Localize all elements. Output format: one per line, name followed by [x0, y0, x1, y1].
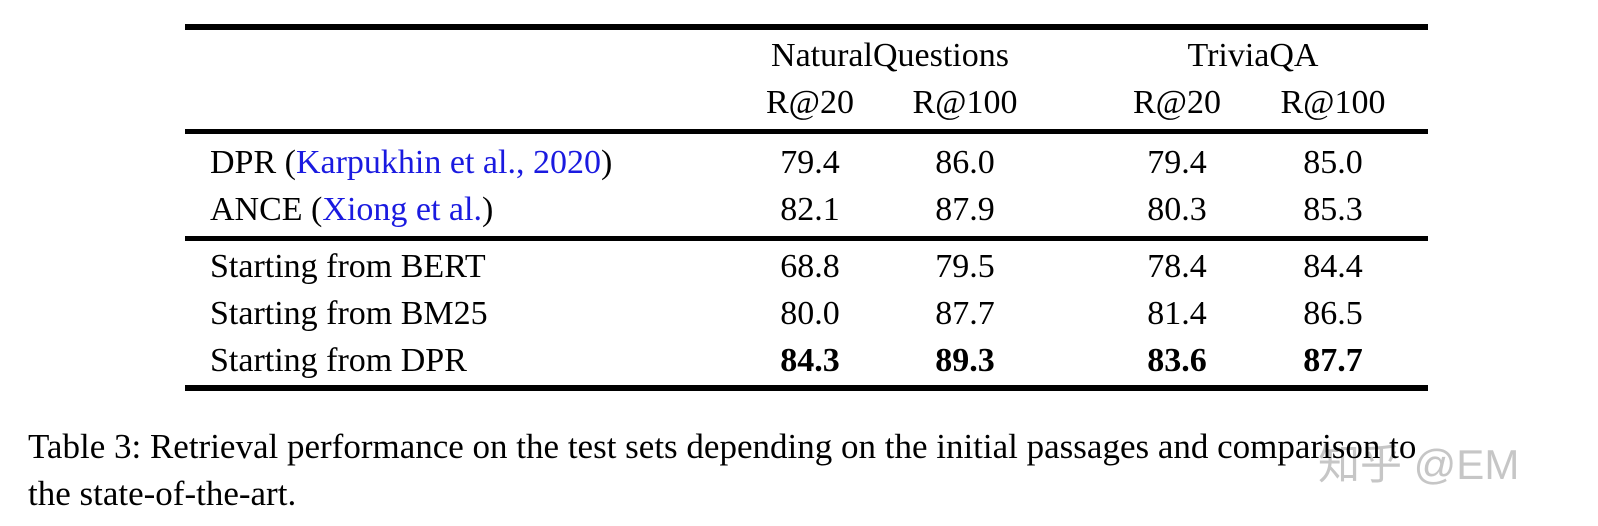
row-label: ANCE (Xiong et al.): [185, 186, 735, 233]
column-group-header-row: NaturalQuestions TriviaQA: [185, 32, 1428, 79]
value-nq-r20: 84.3: [780, 342, 840, 379]
column-gap: [1045, 243, 1097, 290]
caption-line-2: the state-of-the-art.: [28, 474, 297, 513]
zhihu-watermark: 知乎 @EM: [1318, 441, 1520, 488]
col-group-naturalquestions: NaturalQuestions: [771, 37, 1009, 74]
col-header-tqa-r20: R@20: [1133, 84, 1221, 121]
value-nq-r20: 80.0: [780, 295, 840, 332]
value-nq-r20: 82.1: [780, 191, 840, 228]
column-gap: [1045, 186, 1097, 233]
value-nq-r100: 87.9: [935, 191, 995, 228]
row-label-text: Starting from DPR: [210, 342, 467, 379]
value-nq-r20: 79.4: [780, 144, 840, 181]
value-nq-r100: 89.3: [935, 342, 995, 379]
table-top-rule: [185, 24, 1428, 30]
value-nq-r100: 87.7: [935, 295, 995, 332]
row-label: DPR (Karpukhin et al., 2020): [185, 139, 735, 186]
column-gap: [1045, 139, 1097, 186]
value-tqa-r100: 84.4: [1303, 248, 1363, 285]
sub-header-row: R@20 R@100 R@20 R@100: [185, 79, 1428, 126]
column-gap: [1045, 290, 1097, 337]
table-row-starting-bert: Starting from BERT 68.8 79.5 78.4 84.4: [185, 243, 1428, 290]
row-label-text: DPR (: [210, 144, 296, 181]
value-nq-r100: 86.0: [935, 144, 995, 181]
table-section-rule: [185, 236, 1428, 241]
row-label-close: ): [600, 144, 613, 181]
citation-link-xiong[interactable]: Xiong et al.: [322, 191, 482, 228]
row-label: Starting from DPR: [185, 337, 735, 384]
row-label: Starting from BERT: [185, 243, 735, 290]
table-row-ance: ANCE (Xiong et al.) 82.1 87.9 80.3 85.3: [185, 186, 1428, 233]
table-header: NaturalQuestions TriviaQA R@20 R@100 R@2…: [185, 30, 1428, 129]
results-table: NaturalQuestions TriviaQA R@20 R@100 R@2…: [185, 24, 1428, 391]
table-caption: Table 3: Retrieval performance on the te…: [28, 423, 1573, 517]
table-bottom-rule: [185, 385, 1428, 391]
row-label-close: ): [481, 191, 494, 228]
value-tqa-r20: 81.4: [1147, 295, 1207, 332]
value-tqa-r100: 85.3: [1303, 191, 1363, 228]
ours-group: Starting from BERT 68.8 79.5 78.4 84.4 S…: [185, 241, 1428, 385]
value-tqa-r20: 78.4: [1147, 248, 1207, 285]
empty-header-cell: [185, 32, 735, 79]
column-gap: [1045, 79, 1097, 126]
value-nq-r100: 79.5: [935, 248, 995, 285]
table-header-rule: [185, 129, 1428, 134]
table-row-starting-dpr: Starting from DPR 84.3 89.3 83.6 87.7: [185, 337, 1428, 384]
value-tqa-r100: 87.7: [1303, 342, 1363, 379]
caption-line-1: Table 3: Retrieval performance on the te…: [28, 427, 1417, 466]
value-tqa-r20: 83.6: [1147, 342, 1207, 379]
row-label-text: Starting from BERT: [210, 248, 486, 285]
citation-link-karpukhin[interactable]: Karpukhin et al., 2020: [295, 144, 601, 181]
value-tqa-r20: 79.4: [1147, 144, 1207, 181]
col-group-triviaqa: TriviaQA: [1187, 37, 1319, 74]
row-label-text: ANCE (: [210, 191, 323, 228]
col-header-nq-r20: R@20: [766, 84, 854, 121]
row-label-text: Starting from BM25: [210, 295, 488, 332]
row-label: Starting from BM25: [185, 290, 735, 337]
column-gap: [1045, 337, 1097, 384]
value-tqa-r20: 80.3: [1147, 191, 1207, 228]
value-nq-r20: 68.8: [780, 248, 840, 285]
baselines-group: DPR (Karpukhin et al., 2020) 79.4 86.0 7…: [185, 134, 1428, 236]
table-row-dpr: DPR (Karpukhin et al., 2020) 79.4 86.0 7…: [185, 139, 1428, 186]
col-header-tqa-r100: R@100: [1280, 84, 1386, 121]
empty-header-cell: [185, 79, 735, 126]
col-header-nq-r100: R@100: [912, 84, 1018, 121]
value-tqa-r100: 86.5: [1303, 295, 1363, 332]
value-tqa-r100: 85.0: [1303, 144, 1363, 181]
table-row-starting-bm25: Starting from BM25 80.0 87.7 81.4 86.5: [185, 290, 1428, 337]
